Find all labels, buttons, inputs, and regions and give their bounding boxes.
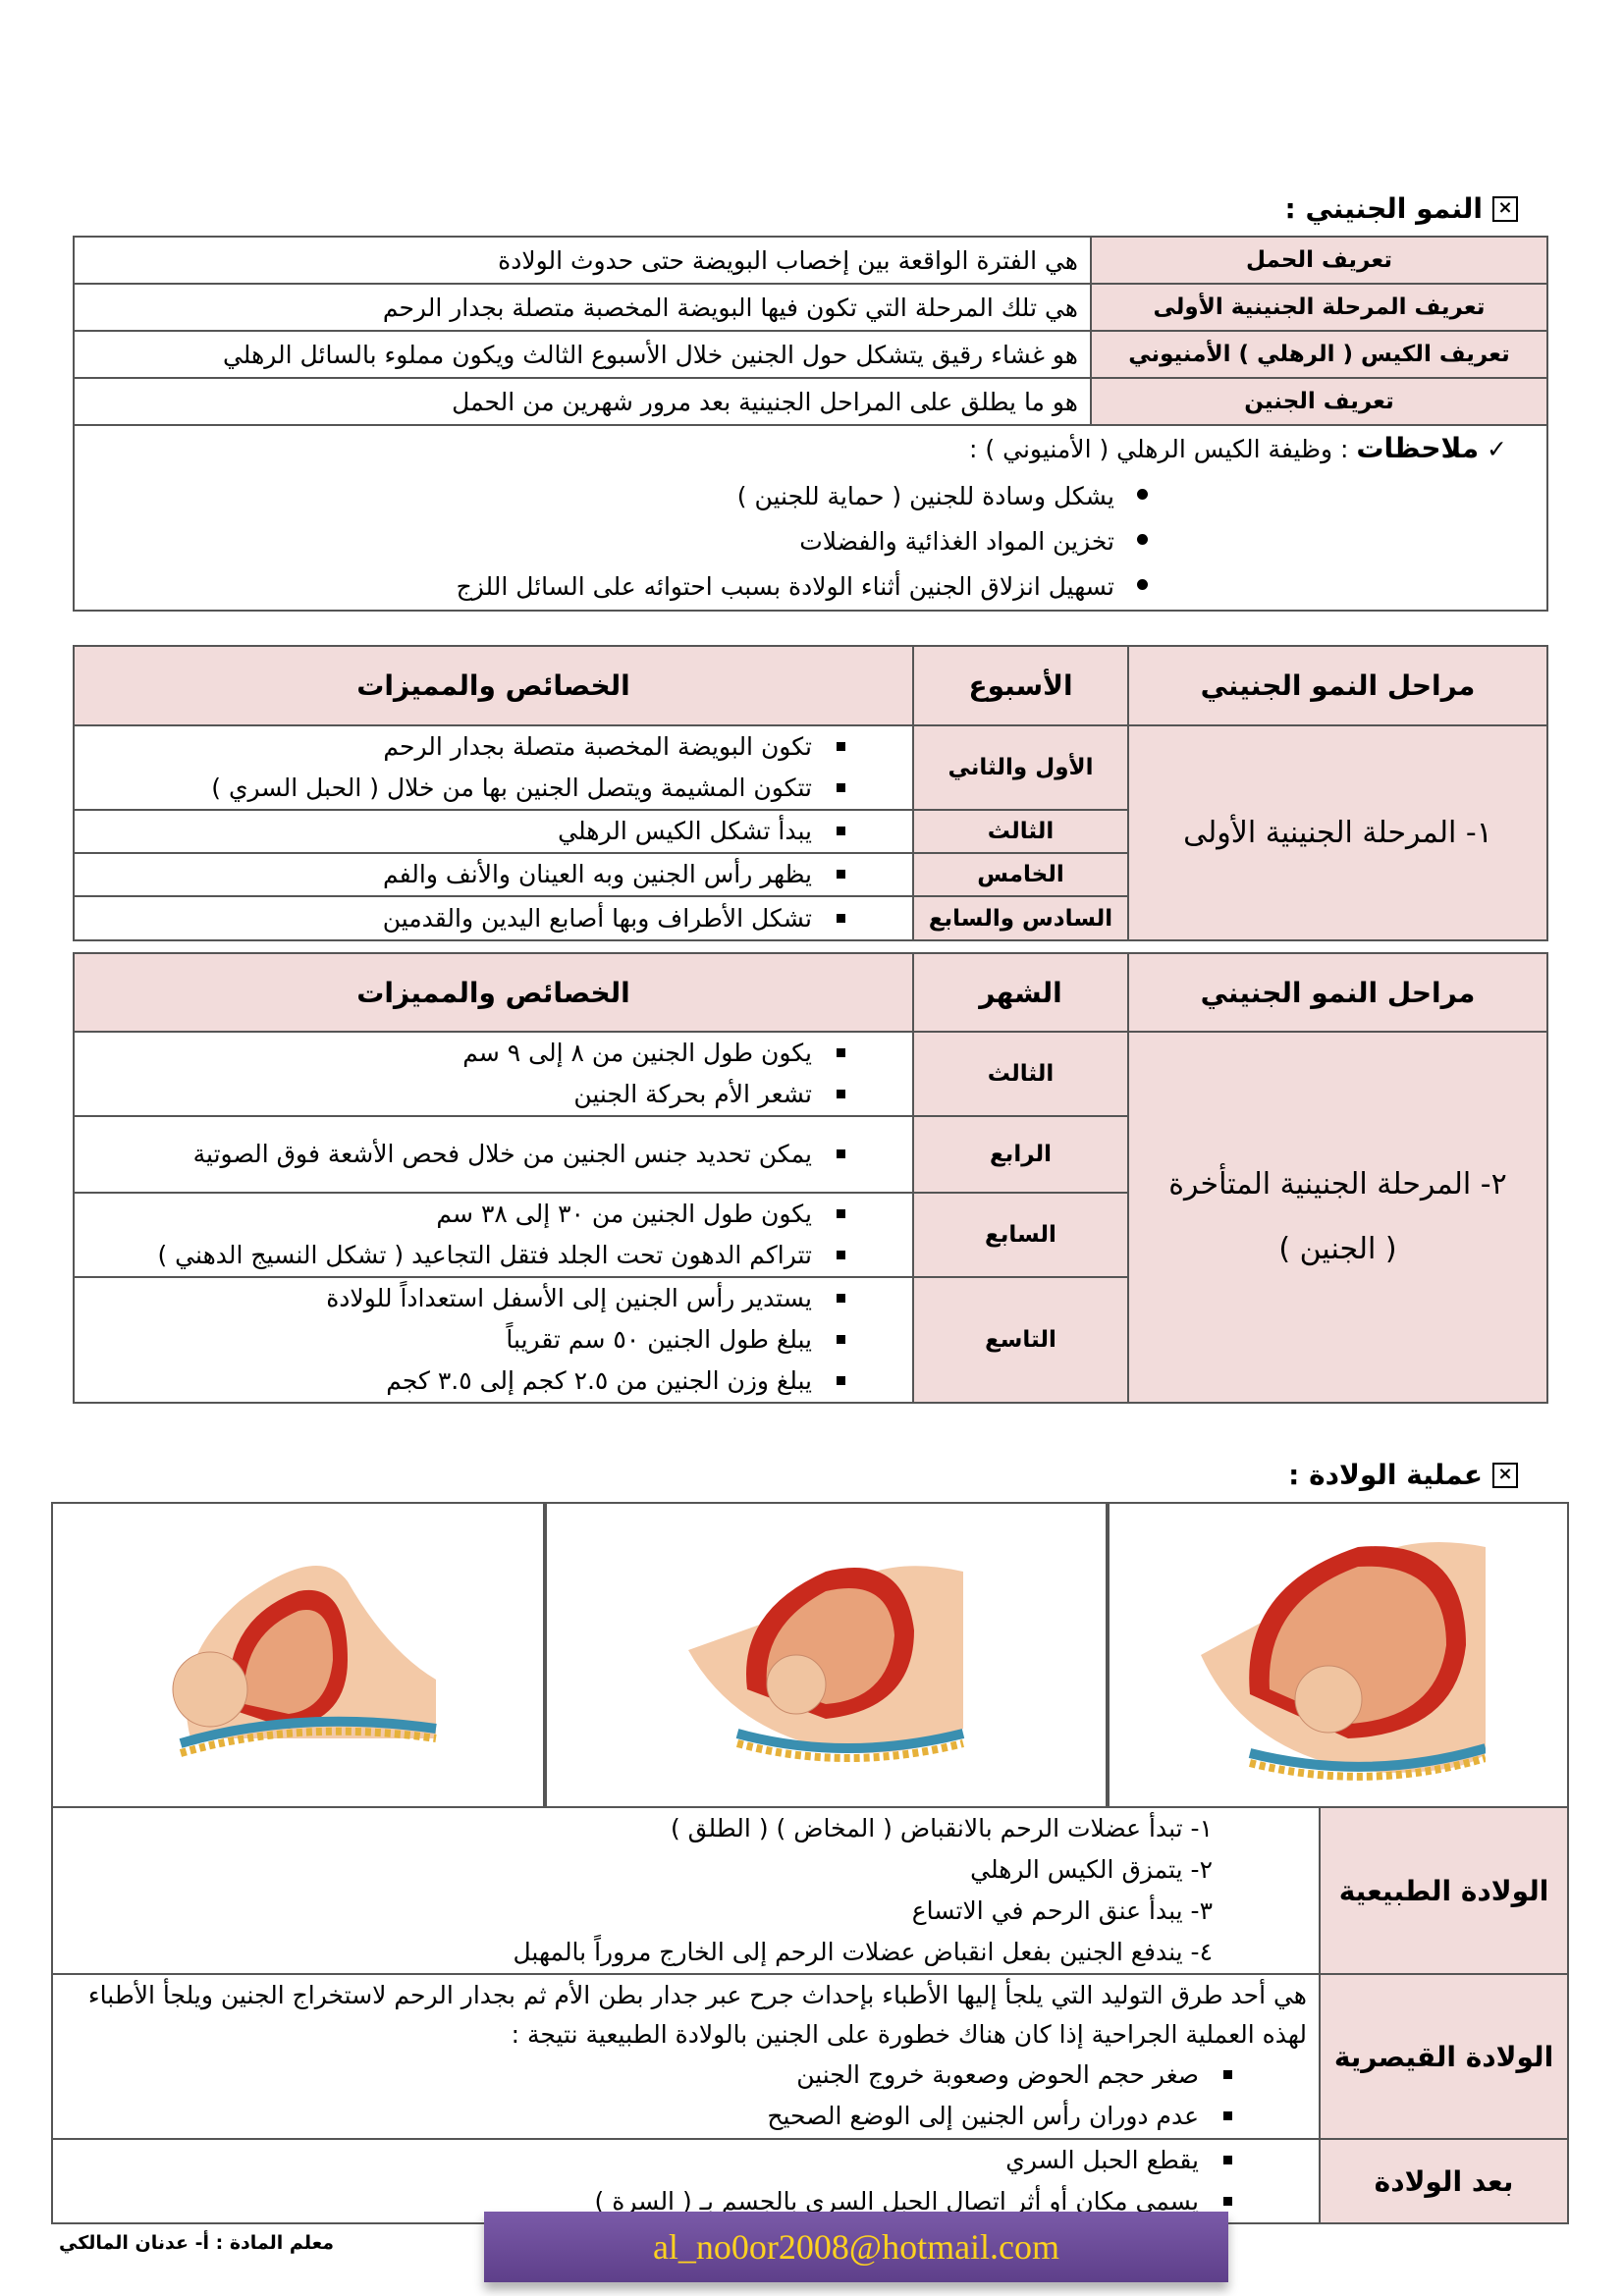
notes-label: ملاحظات <box>1356 432 1480 464</box>
characteristic-item: يستدير رأس الجنين إلى الأسفل استعداداً ل… <box>86 1278 845 1319</box>
stage-name: ٢- المرحلة الجنينية المتأخرة <box>1168 1167 1507 1201</box>
notes-list: يشكل وسادة للجنين ( حماية للجنين ) تخزين… <box>86 474 1507 610</box>
header-stages: مراحل النمو الجنيني <box>1127 952 1548 1033</box>
definition-row: تعريف الكيس ( الرهلي ) الأمنيوني هو غشاء… <box>73 330 1548 379</box>
table-row: الولادة القيصرية هي أحد طرق التوليد التي… <box>51 1973 1569 2140</box>
characteristic-item: تكون البويضة المخصبة متصلة بجدار الرحم <box>86 726 845 768</box>
birth-stage-2-illustration <box>688 1566 965 1762</box>
notes-row: ✓ ملاحظات : وظيفة الكيس الرهلي ( الأمنيو… <box>73 424 1548 612</box>
cesarean-description: هي أحد طرق التوليد التي يلجأ إليها الأطب… <box>87 1981 1307 2049</box>
birth-illustrations <box>51 1502 1569 1808</box>
illustration-cell <box>1107 1502 1569 1808</box>
after-birth-item: يقطع الحبل السري <box>65 2140 1232 2181</box>
checkbox-x-icon: × <box>1492 1462 1518 1488</box>
after-birth-label: بعد الولادة <box>1319 2138 1569 2224</box>
period-cell: السادس والسابع <box>912 895 1129 941</box>
table-header-row: مراحل النمو الجنيني الشهر الخصائص والممي… <box>73 952 1548 1033</box>
characteristic-item: يكون طول الجنين من ٣٠ إلى ٣٨ سم <box>86 1194 845 1235</box>
definition-label: تعريف الكيس ( الرهلي ) الأمنيوني <box>1090 330 1548 379</box>
definitions-table: تعريف الحمل هي الفترة الواقعة بين إخصاب … <box>73 236 1548 612</box>
period-cell: التاسع <box>912 1276 1129 1404</box>
birth-stage-3-illustration <box>172 1566 437 1757</box>
characteristic-item: يبلغ وزن الجنين من ٢.٥ كجم إلى ٣.٥ كجم <box>86 1361 845 1402</box>
natural-step: ٢- يتمزق الكيس الرهلي <box>970 1855 1213 1884</box>
period-cell: الخامس <box>912 852 1129 897</box>
definition-text: هو غشاء رقيق يتشكل حول الجنين خلال الأسب… <box>73 330 1092 379</box>
table-row: السادس والسابع تشكل الأطراف وبها أصابع ا… <box>73 895 1547 941</box>
section-title-birth: × عملية الولادة : <box>1288 1459 1518 1491</box>
characteristic-item: يبدأ تشكل الكيس الرهلي <box>86 811 845 852</box>
header-characteristics: الخصائص والمميزات <box>73 645 914 726</box>
birth-table: الولادة الطبيعية ١- تبدأ عضلات الرحم بال… <box>51 1806 1569 2224</box>
definition-label: تعريف الجنين <box>1090 377 1548 426</box>
definition-label: تعريف المرحلة الجنينية الأولى <box>1090 283 1548 332</box>
table-row: السابع يكون طول الجنين من ٣٠ إلى ٣٨ سم تت… <box>73 1192 1547 1278</box>
characteristic-item: يبلغ طول الجنين ٥٠ سم تقريباً <box>86 1319 845 1361</box>
note-item: تسهيل انزلاق الجنين أثناء الولادة بسبب ا… <box>86 564 1148 610</box>
period-cell: الرابع <box>912 1115 1129 1194</box>
email-banner[interactable]: al_no0or2008@hotmail.com <box>484 2212 1228 2282</box>
characteristic-item: يمكن تحديد جنس الجنين من خلال فحص الأشعة… <box>86 1134 845 1175</box>
table-row: الرابع يمكن تحديد جنس الجنين من خلال فحص… <box>73 1115 1547 1194</box>
characteristic-item: يظهر رأس الجنين وبه العينان والأنف والفم <box>86 854 845 895</box>
check-icon: ✓ <box>1487 435 1507 463</box>
section-title-text: النمو الجنيني : <box>1284 192 1483 225</box>
table-header-row: مراحل النمو الجنيني الأسبوع الخصائص والم… <box>73 645 1548 726</box>
definition-row: تعريف المرحلة الجنينية الأولى هي تلك الم… <box>73 283 1548 332</box>
natural-step: ٤- يندفع الجنين بفعل انقباض عضلات الرحم … <box>513 1938 1213 1966</box>
stage-subname: ( الجنين ) <box>1278 1232 1397 1266</box>
period-cell: الأول والثاني <box>912 724 1129 811</box>
illustration-cell <box>545 1502 1108 1808</box>
notes-intro: : وظيفة الكيس الرهلي ( الأمنيوني ) : <box>969 435 1349 463</box>
period-cell: الثالث <box>912 809 1129 854</box>
table-row: الخامس يظهر رأس الجنين وبه العينان والأن… <box>73 852 1547 897</box>
characteristic-item: تتراكم الدهون تحت الجلد فتقل التجاعيد ( … <box>86 1235 845 1276</box>
characteristic-item: تشعر الأم بحركة الجنين <box>86 1074 845 1115</box>
cesarean-reason: صغر حجم الحوض وصعوبة خروج الجنين <box>65 2055 1232 2096</box>
stage-name: ١- المرحلة الجنينية الأولى <box>1127 724 1548 941</box>
natural-step: ٣- يبدأ عنق الرحم في الاتساع <box>911 1896 1213 1925</box>
table-row: ١- المرحلة الجنينية الأولى الأول والثاني… <box>73 724 1548 941</box>
definition-label: تعريف الحمل <box>1090 236 1548 285</box>
period-cell: السابع <box>912 1192 1129 1278</box>
cesarean-reason: عدم دوران رأس الجنين إلى الوضع الصحيح <box>65 2096 1232 2137</box>
birth-stage-1-illustration <box>1200 1542 1486 1781</box>
table-row: الثالث يبدأ تشكل الكيس الرهلي <box>73 809 1547 854</box>
definition-text: هي الفترة الواقعة بين إخصاب البويضة حتى … <box>73 236 1092 285</box>
header-month: الشهر <box>912 952 1129 1033</box>
table-row: بعد الولادة يقطع الحبل السري يسمى مكان أو… <box>51 2138 1569 2224</box>
characteristic-item: تشكل الأطراف وبها أصابع اليدين والقدمين <box>86 898 845 939</box>
header-stages: مراحل النمو الجنيني <box>1127 645 1548 726</box>
definition-row: تعريف الجنين هو ما يطلق على المراحل الجن… <box>73 377 1548 426</box>
definition-text: هو ما يطلق على المراحل الجنينية بعد مرور… <box>73 377 1092 426</box>
after-birth-item: يسمى مكان أو أثر اتصال الحبل السري بالجس… <box>65 2181 1232 2222</box>
teacher-credit: معلم المادة : أ- عدنان المالكي <box>59 2232 335 2254</box>
header-week: الأسبوع <box>912 645 1129 726</box>
note-item: يشكل وسادة للجنين ( حماية للجنين ) <box>86 474 1148 519</box>
illustration-cell <box>51 1502 546 1808</box>
checkbox-x-icon: × <box>1492 195 1518 222</box>
table-row: ٢- المرحلة الجنينية المتأخرة ( الجنين ) … <box>73 1031 1548 1404</box>
table-row: الولادة الطبيعية ١- تبدأ عضلات الرحم بال… <box>51 1806 1569 1975</box>
section-title-fetal-growth: × النمو الجنيني : <box>1285 192 1518 225</box>
note-item: تخزين المواد الغذائية والفضلات <box>86 519 1148 564</box>
stage-name-cell: ٢- المرحلة الجنينية المتأخرة ( الجنين ) <box>1127 1031 1548 1404</box>
notes-heading: ✓ ملاحظات : وظيفة الكيس الرهلي ( الأمنيو… <box>86 430 1507 468</box>
early-stage-table: مراحل النمو الجنيني الأسبوع الخصائص والم… <box>73 645 1548 941</box>
cesarean-label: الولادة القيصرية <box>1319 1973 1569 2140</box>
header-characteristics: الخصائص والمميزات <box>73 952 914 1033</box>
characteristic-item: تتكون المشيمة ويتصل الجنين بها من خلال (… <box>86 768 845 809</box>
characteristic-item: يكون طول الجنين من ٨ إلى ٩ سم <box>86 1033 845 1074</box>
natural-birth-label: الولادة الطبيعية <box>1319 1806 1569 1975</box>
natural-step: ١- تبدأ عضلات الرحم بالانقباض ( المخاض )… <box>670 1814 1213 1842</box>
section-title-text: عملية الولادة : <box>1288 1459 1483 1491</box>
table-row: التاسع يستدير رأس الجنين إلى الأسفل استع… <box>73 1276 1547 1404</box>
late-stage-table: مراحل النمو الجنيني الشهر الخصائص والممي… <box>73 952 1548 1404</box>
definition-text: هي تلك المرحلة التي تكون فيها البويضة ال… <box>73 283 1092 332</box>
period-cell: الثالث <box>912 1031 1129 1117</box>
definition-row: تعريف الحمل هي الفترة الواقعة بين إخصاب … <box>73 236 1548 285</box>
